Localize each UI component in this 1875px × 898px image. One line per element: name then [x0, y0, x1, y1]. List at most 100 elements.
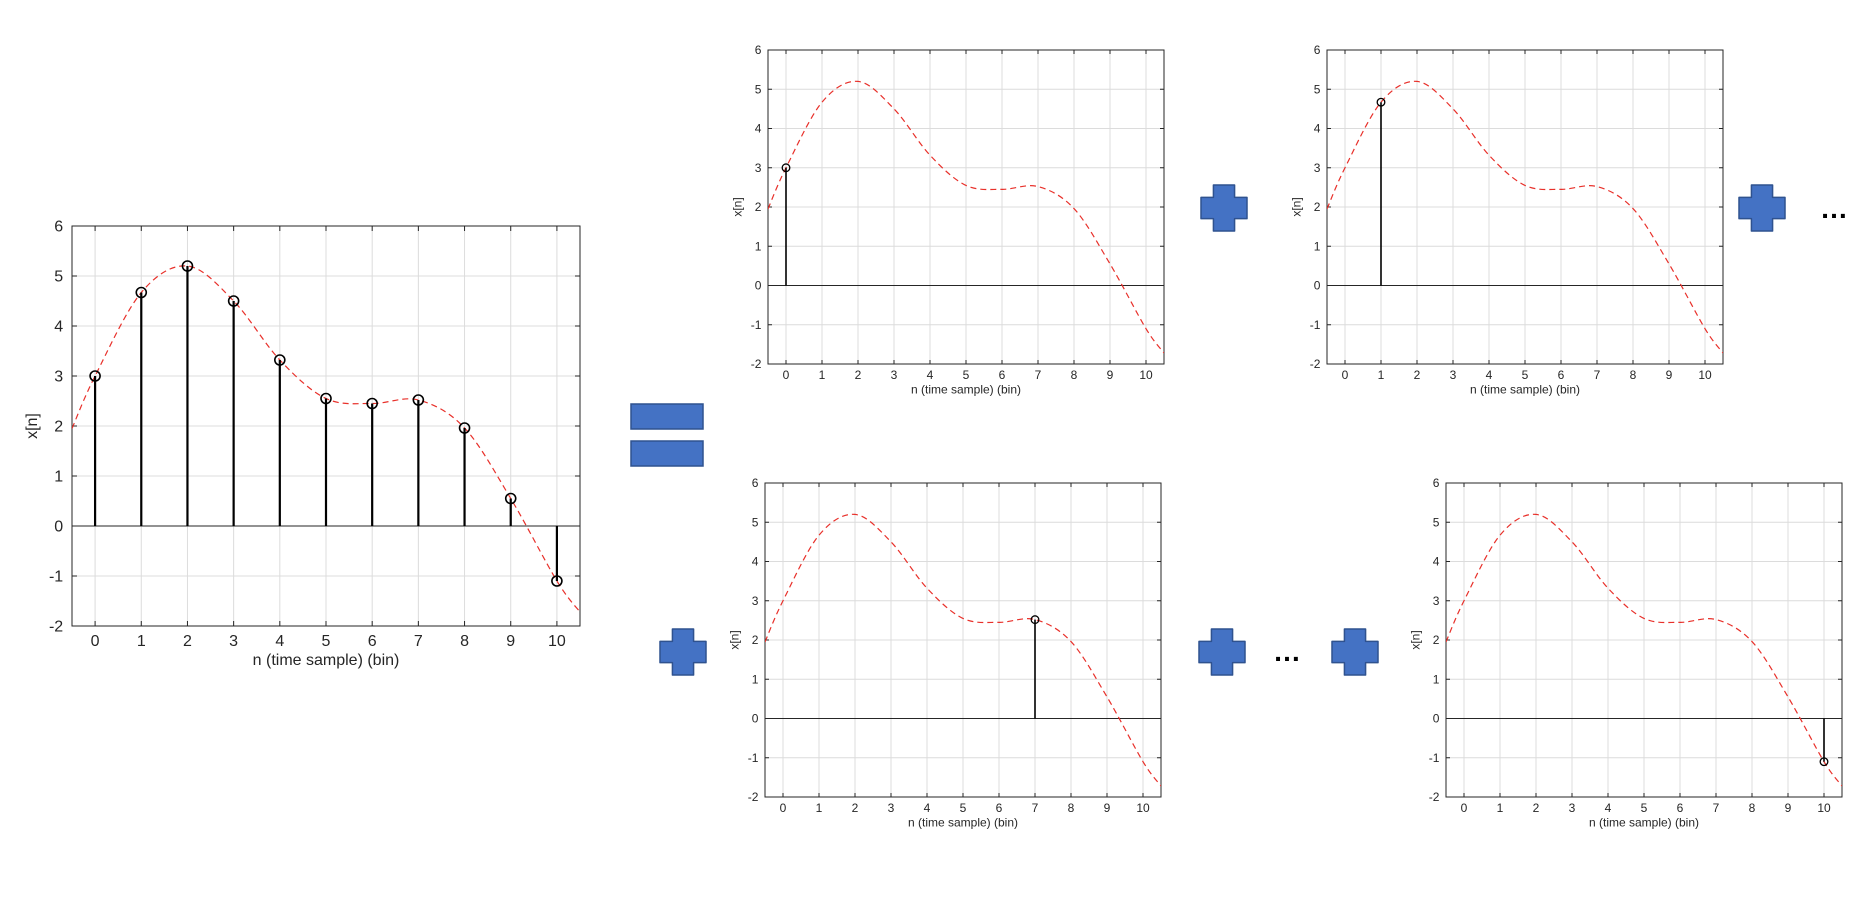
y-axis-label: x[n] — [1409, 630, 1423, 649]
ticks: 0 1 2 3 4 5 6 7 8 9 10 -2 -1 0 1 2 3 4 5 6 — [1429, 476, 1842, 815]
stem-marker — [274, 354, 286, 366]
equals-bar-bottom — [630, 440, 704, 467]
y-tick-label: -1 — [1310, 318, 1321, 332]
y-axis-label: x[n] — [731, 197, 745, 216]
x-tick-label: 1 — [1378, 368, 1385, 382]
series-line — [768, 80, 1164, 354]
x-tick-label: 6 — [1558, 368, 1565, 382]
y-tick-label: 2 — [1314, 200, 1321, 214]
y-tick-label: 0 — [54, 519, 63, 536]
y-tick-label: 5 — [1433, 515, 1440, 529]
y-tick-label: 5 — [752, 515, 759, 529]
x-tick-label: 9 — [1107, 368, 1114, 382]
x-tick-label: 9 — [1104, 801, 1111, 815]
stem-marker — [458, 422, 471, 434]
plus-sign — [1198, 628, 1246, 676]
y-tick-label: -2 — [748, 790, 759, 804]
y-tick-label: 1 — [755, 239, 762, 253]
equals-sign — [630, 403, 704, 467]
x-tick-label: 6 — [1677, 801, 1684, 815]
stem-marker — [504, 492, 517, 505]
data-layer — [1327, 80, 1723, 354]
x-tick-label: 8 — [1071, 368, 1078, 382]
y-tick-label: 5 — [755, 82, 762, 96]
equals-bar-top — [630, 403, 704, 430]
x-tick-label: 5 — [1522, 368, 1529, 382]
stem-marker — [366, 397, 378, 410]
x-tick-label: 0 — [1461, 801, 1468, 815]
y-tick-label: 0 — [1314, 279, 1321, 293]
x-tick-label: 7 — [1035, 368, 1042, 382]
x-tick-label: 6 — [368, 633, 377, 650]
y-tick-label: 6 — [54, 219, 63, 236]
series-line — [765, 513, 1161, 787]
x-tick-label: 1 — [137, 633, 146, 650]
y-tick-label: -1 — [49, 569, 63, 586]
y-tick-label: 0 — [755, 279, 762, 293]
ellipsis: … — [1273, 636, 1301, 667]
x-tick-label: 2 — [1533, 801, 1540, 815]
y-tick-label: 1 — [54, 469, 63, 486]
x-tick-label: 4 — [924, 801, 931, 815]
stem-marker — [1819, 757, 1829, 767]
plus-sign — [1331, 628, 1379, 676]
y-tick-label: 4 — [54, 319, 63, 336]
y-tick-label: -1 — [1429, 751, 1440, 765]
grid — [1327, 49, 1723, 365]
data-layer — [765, 513, 1161, 787]
y-tick-label: 5 — [1314, 82, 1321, 96]
y-tick-label: 6 — [1433, 476, 1440, 490]
y-tick-label: 3 — [54, 369, 63, 386]
x-tick-label: 2 — [1414, 368, 1421, 382]
y-tick-label: -2 — [751, 357, 762, 371]
y-tick-label: 6 — [755, 43, 762, 57]
x-tick-label: 9 — [506, 633, 515, 650]
ticks: 0 1 2 3 4 5 6 7 8 9 10 -2 -1 0 1 2 3 4 5 6 — [751, 43, 1164, 382]
x-tick-label: 3 — [1450, 368, 1457, 382]
plus-sign — [659, 628, 707, 676]
y-axis-label: x[n] — [24, 413, 41, 439]
stem-marker — [1030, 615, 1040, 625]
x-tick-label: 1 — [816, 801, 823, 815]
stem-marker — [551, 575, 563, 587]
y-tick-label: 2 — [1433, 633, 1440, 647]
x-tick-label: 10 — [548, 633, 566, 650]
x-tick-label: 0 — [780, 801, 787, 815]
x-tick-label: 10 — [1817, 801, 1831, 815]
stem-marker — [412, 394, 425, 406]
y-tick-label: 3 — [752, 594, 759, 608]
x-tick-label: 5 — [960, 801, 967, 815]
x-tick-label: 4 — [1486, 368, 1493, 382]
data-layer — [1446, 513, 1842, 787]
x-tick-label: 3 — [891, 368, 898, 382]
x-tick-label: 4 — [1605, 801, 1612, 815]
x-axis-label: n (time sample) (bin) — [911, 382, 1021, 396]
x-tick-label: 3 — [229, 633, 238, 650]
y-tick-label: -1 — [751, 318, 762, 332]
y-tick-label: 1 — [1314, 239, 1321, 253]
y-tick-label: 2 — [54, 419, 63, 436]
x-tick-label: 8 — [460, 633, 469, 650]
y-tick-label: 4 — [1433, 555, 1440, 569]
y-tick-label: 3 — [1433, 594, 1440, 608]
x-tick-label: 10 — [1136, 801, 1150, 815]
data-layer — [72, 260, 580, 613]
y-tick-label: -2 — [49, 619, 63, 636]
stem-marker — [227, 295, 240, 307]
stem-marker — [89, 370, 101, 382]
ticks: 0 1 2 3 4 5 6 7 8 9 10 -2 -1 0 1 2 3 4 5 6 — [49, 219, 580, 650]
y-tick-label: -2 — [1310, 357, 1321, 371]
x-tick-label: 5 — [322, 633, 331, 650]
x-tick-label: 5 — [963, 368, 970, 382]
x-tick-label: 0 — [1342, 368, 1349, 382]
x-tick-label: 7 — [1032, 801, 1039, 815]
x-tick-label: 0 — [783, 368, 790, 382]
y-tick-label: -2 — [1429, 790, 1440, 804]
y-tick-label: 2 — [752, 633, 759, 647]
y-tick-label: 1 — [1433, 672, 1440, 686]
y-tick-label: 4 — [1314, 122, 1321, 136]
